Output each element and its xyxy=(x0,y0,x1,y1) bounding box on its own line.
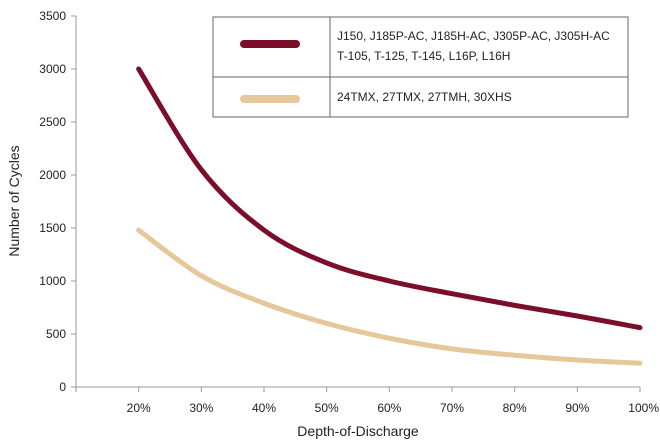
series-layer xyxy=(136,66,643,366)
x-tick-label: 30% xyxy=(189,401,213,415)
legend: J150, J185P-AC, J185H-AC, J305P-AC, J305… xyxy=(212,16,629,118)
x-tick-group: 20% 30% 40% 50% 60% 70% 80% 90% 100% xyxy=(75,387,659,415)
x-axis-title: Depth-of-Discharge xyxy=(297,423,419,439)
y-tick-group: 0 500 1000 1500 2000 2500 3000 3500 xyxy=(39,9,76,394)
y-tick-label: 3000 xyxy=(39,62,66,76)
x-tick-label: 50% xyxy=(315,401,339,415)
legend-label-series-2: 24TMX, 27TMX, 27TMH, 30XHS xyxy=(337,90,512,104)
y-tick-label: 1500 xyxy=(39,221,66,235)
y-tick-label: 0 xyxy=(59,380,66,394)
x-tick-label: 100% xyxy=(628,401,659,415)
y-axis-title: Number of Cycles xyxy=(6,145,22,256)
y-tick-label: 2500 xyxy=(39,115,66,129)
y-tick-label: 500 xyxy=(46,327,66,341)
x-tick-label: 70% xyxy=(440,401,464,415)
series-2-line xyxy=(136,227,643,366)
y-tick-label: 3500 xyxy=(39,9,66,23)
x-tick-label: 20% xyxy=(127,401,151,415)
x-tick-label: 40% xyxy=(252,401,276,415)
x-tick-label: 60% xyxy=(377,401,401,415)
x-tick-label: 80% xyxy=(503,401,527,415)
legend-label-series-1-line-1: J150, J185P-AC, J185H-AC, J305P-AC, J305… xyxy=(337,29,610,43)
x-axis: 20% 30% 40% 50% 60% 70% 80% 90% 100% xyxy=(75,386,659,415)
y-axis: 0 500 1000 1500 2000 2500 3000 3500 xyxy=(39,9,77,394)
y-tick-label: 1000 xyxy=(39,274,66,288)
series-1-line xyxy=(136,66,643,331)
x-tick-label: 90% xyxy=(565,401,589,415)
legend-label-series-1-line-2: T-105, T-125, T-145, L16P, L16H xyxy=(337,49,510,63)
y-tick-label: 2000 xyxy=(39,168,66,182)
